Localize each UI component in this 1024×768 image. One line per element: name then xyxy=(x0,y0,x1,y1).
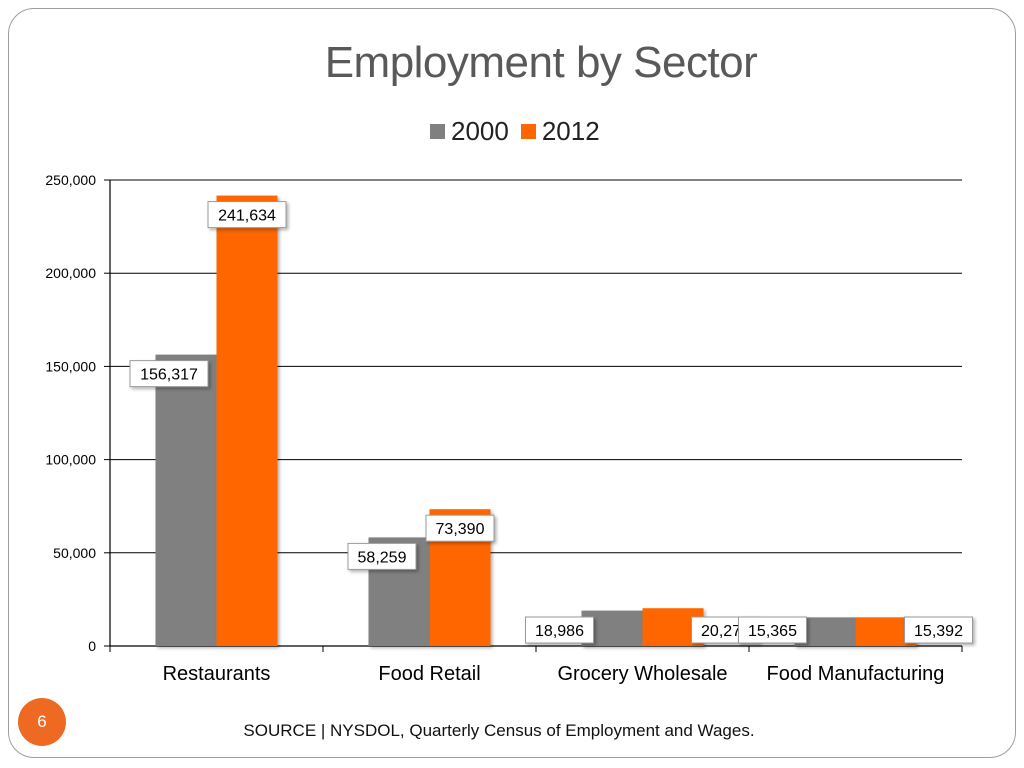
data-label: 73,390 xyxy=(436,521,485,538)
bar-2000 xyxy=(155,354,217,646)
legend-label-2012: 2012 xyxy=(541,115,600,146)
data-label: 58,259 xyxy=(358,549,407,566)
x-tick-label: Restaurants xyxy=(163,663,271,685)
data-label-box xyxy=(425,514,495,542)
data-label-box xyxy=(738,616,807,644)
y-tick-label: 200,000 xyxy=(45,265,96,281)
legend-swatch-2000 xyxy=(430,123,445,139)
page-number-badge: 6 xyxy=(18,698,66,746)
data-label-box xyxy=(525,616,594,644)
data-label: 241,634 xyxy=(218,208,276,225)
x-tick-label: Food Retail xyxy=(378,663,480,685)
data-label: 15,392 xyxy=(914,623,963,640)
x-tick-label: Food Manufacturing xyxy=(767,663,945,685)
y-tick-label: 100,000 xyxy=(45,452,96,468)
chart-title: Employment by Sector xyxy=(324,38,758,87)
legend-item-2000: 2000 xyxy=(430,116,509,147)
source-note: SOURCE | NYSDOL, Quarterly Census of Emp… xyxy=(243,721,755,740)
legend-item-2012: 2012 xyxy=(520,115,600,147)
chart-legend: 2000 2012 xyxy=(430,116,612,146)
data-label: 15,365 xyxy=(748,623,797,640)
y-tick-label: 150,000 xyxy=(45,358,96,374)
legend-label-2000: 2000 xyxy=(451,115,509,146)
legend-swatch-2012 xyxy=(520,123,536,139)
y-tick-label: 0 xyxy=(88,638,96,654)
y-tick-label: 250,000 xyxy=(45,172,96,188)
data-label-box xyxy=(347,542,417,570)
data-label-box xyxy=(904,616,973,644)
x-tick-label: Grocery Wholesale xyxy=(557,663,727,685)
data-label: 20,273 xyxy=(701,623,750,640)
data-label-box xyxy=(207,201,287,229)
data-label: 156,317 xyxy=(140,367,198,384)
bar-2012 xyxy=(216,195,278,646)
y-tick-label: 50,000 xyxy=(53,545,96,561)
data-label-box xyxy=(129,360,209,388)
data-label: 18,986 xyxy=(535,623,584,640)
